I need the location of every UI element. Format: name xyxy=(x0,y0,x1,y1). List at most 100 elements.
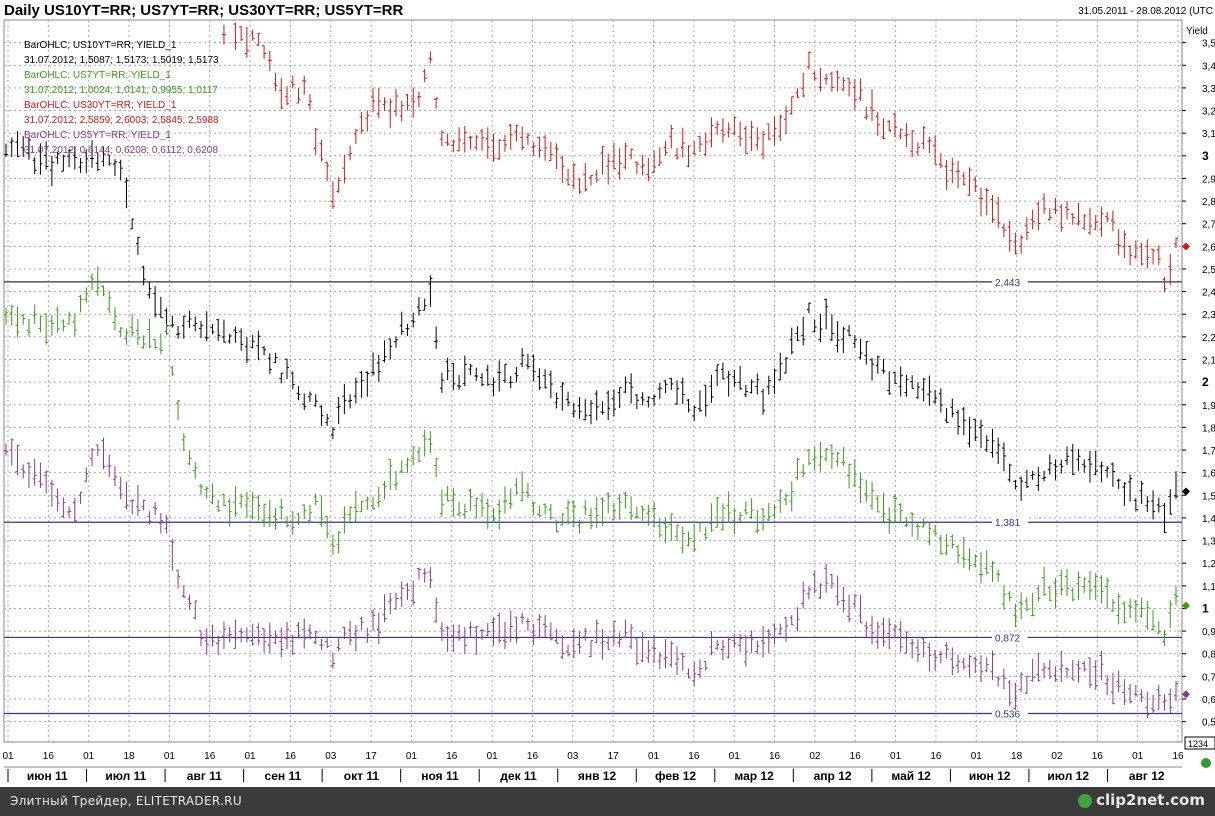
y-axis-value-box xyxy=(1184,736,1215,750)
y-tick-label: 1,4 xyxy=(1202,514,1215,525)
last-value-marker xyxy=(1182,242,1190,251)
y-tick-label: 3,5 xyxy=(1202,39,1215,50)
y-tick-label: 1,7 xyxy=(1202,446,1215,457)
x-axis: 01 16 01 18 01 16 01 16 03 17 01 16 01 16 03 17 01 16 01 16… xyxy=(2,751,1184,783)
last-value-marker xyxy=(1182,601,1190,610)
x-day-label: 17 xyxy=(608,751,620,762)
y-tick-label: 2,6 xyxy=(1202,242,1215,253)
scroll-right-icon[interactable] xyxy=(1201,758,1211,768)
x-month-label: авг 12 xyxy=(1129,769,1165,783)
x-day-label: 16 xyxy=(43,751,55,762)
date-range: 31.05.2011 - 28.08.2012 (UTC xyxy=(1078,6,1213,17)
x-month-label: июл 12 xyxy=(1047,769,1089,783)
level-label-bg xyxy=(992,707,1028,720)
y-axis-label: Yield xyxy=(1186,26,1208,37)
x-month-label: фев 12 xyxy=(655,769,696,783)
last-value-marker xyxy=(1182,487,1190,496)
x-day-label: 16 xyxy=(527,751,539,762)
level-label: 0,872 xyxy=(995,633,1020,644)
x-month-label: сен 11 xyxy=(265,769,302,783)
footer-watermark: clip2net.com xyxy=(1078,791,1205,809)
x-day-label: 16 xyxy=(930,751,942,762)
x-day-label: 16 xyxy=(446,751,458,762)
x-day-label: 03 xyxy=(567,751,579,762)
x-month-label: мар 12 xyxy=(734,769,774,783)
y-tick-label: 3,3 xyxy=(1202,84,1215,95)
x-month-label: май 12 xyxy=(891,769,931,783)
y-tick-label: 3,1 xyxy=(1202,129,1215,140)
y-tick-label: 2 xyxy=(1202,375,1209,389)
x-day-label: 01 xyxy=(164,751,176,762)
x-day-label: 16 xyxy=(204,751,216,762)
y-tick-label: 1,2 xyxy=(1202,559,1215,570)
footer-bar: Элитный Трейдер, ELITETRADER.RU clip2net… xyxy=(0,787,1215,816)
x-day-label: 01 xyxy=(1132,751,1144,762)
legend-label-us10: BarOHLC; US10YT=RR; YIELD_1 xyxy=(24,40,177,51)
level-label: 0,536 xyxy=(995,709,1020,720)
series-US5YT=RR xyxy=(4,437,1178,719)
y-tick-label: 2,9 xyxy=(1202,174,1215,185)
y-tick-label: 3 xyxy=(1202,149,1209,163)
y-tick-label: 2,4 xyxy=(1202,288,1215,299)
footer-source: Элитный Трейдер, ELITETRADER.RU xyxy=(10,794,242,808)
x-day-label: 03 xyxy=(325,751,337,762)
x-day-label: 01 xyxy=(890,751,902,762)
x-day-label: 16 xyxy=(769,751,781,762)
level-label: 1,381 xyxy=(995,518,1020,529)
x-day-label: 17 xyxy=(366,751,378,762)
x-day-label: 02 xyxy=(809,751,821,762)
legend: BarOHLC; US10YT=RR; YIELD_1 31.07.2012; … xyxy=(24,38,219,158)
y-tick-label: 1,9 xyxy=(1202,401,1215,412)
y-axis: 0,5 0,6 0,7 0,8 0,9 1 1,1 1,2 1,3 1,4 1,5 1,6 1,7 1,8… xyxy=(1182,26,1215,750)
x-day-label: 01 xyxy=(245,751,257,762)
plot-frame xyxy=(3,19,1183,743)
y-tick-label: 3,4 xyxy=(1202,61,1215,72)
last-value-marker xyxy=(1182,690,1190,699)
y-tick-label: 0,7 xyxy=(1202,672,1215,683)
series-US10YT=RR xyxy=(4,130,1178,534)
level-label-bg xyxy=(992,275,1028,288)
horizontal-levels: 2,443 1,381 0,872 0,536 xyxy=(4,275,1182,720)
x-day-label: 01 xyxy=(2,751,14,762)
x-month-label: апр 12 xyxy=(814,769,852,783)
y-tick-label: 2,7 xyxy=(1202,220,1215,231)
y-tick-label: 1,6 xyxy=(1202,469,1215,480)
x-day-label: 01 xyxy=(487,751,499,762)
y-tick-label: 0,5 xyxy=(1202,718,1215,729)
x-month-label: авг 11 xyxy=(187,769,222,783)
x-month-label: окт 11 xyxy=(344,769,380,783)
x-month-label: ноя 11 xyxy=(421,769,459,783)
y-tick-label: 2,1 xyxy=(1202,355,1215,366)
legend-values-us10: 31.07.2012; 1,5087; 1,5173; 1,5019; 1,51… xyxy=(24,55,219,66)
x-day-label: 16 xyxy=(1172,751,1184,762)
footer-watermark-text: clip2net.com xyxy=(1096,791,1205,809)
ohlc-chart: 2,443 1,381 0,872 0,536 0,5 0,6 0,7 0,8 0,9 1 1,1… xyxy=(2,19,1215,783)
series-US7YT=RR xyxy=(4,266,1178,646)
legend-label-us5: BarOHLC; US5YT=RR; YIELD_1 xyxy=(24,130,171,141)
x-month-label: июл 11 xyxy=(105,769,146,783)
y-tick-label: 2,5 xyxy=(1202,265,1215,276)
clip2net-logo-icon xyxy=(1078,793,1093,808)
y-tick-label: 2,3 xyxy=(1202,310,1215,321)
y-axis-box-label: 1234 xyxy=(1188,739,1208,749)
legend-label-us30: BarOHLC; US30YT=RR; YIELD_1 xyxy=(24,100,177,111)
x-month-label: июн 12 xyxy=(969,769,1011,783)
x-day-label: 01 xyxy=(971,751,983,762)
y-tick-label: 2,8 xyxy=(1202,197,1215,208)
x-month-label: янв 12 xyxy=(578,769,617,783)
legend-label-us7: BarOHLC; US7YT=RR; YIELD_1 xyxy=(24,70,171,81)
y-tick-label: 1,8 xyxy=(1202,423,1215,434)
x-day-label: 01 xyxy=(729,751,741,762)
x-day-label: 01 xyxy=(83,751,95,762)
x-day-label: 18 xyxy=(1011,751,1023,762)
x-month-label: дек 11 xyxy=(500,769,537,783)
x-day-label: 01 xyxy=(648,751,660,762)
x-day-label: 16 xyxy=(688,751,700,762)
y-tick-label: 2,2 xyxy=(1202,333,1215,344)
y-tick-label: 0,6 xyxy=(1202,695,1215,706)
x-day-label: 01 xyxy=(406,751,418,762)
x-month-label: июн 11 xyxy=(27,769,68,783)
x-day-label: 16 xyxy=(1092,751,1104,762)
y-tick-label: 1,1 xyxy=(1202,582,1215,593)
x-day-label: 16 xyxy=(850,751,862,762)
